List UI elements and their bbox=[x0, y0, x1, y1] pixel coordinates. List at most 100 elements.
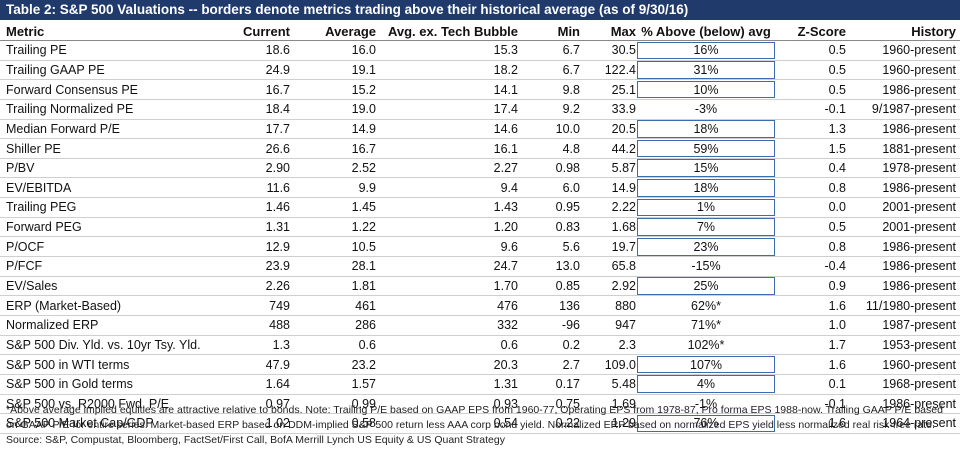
cell-min: 0.83 bbox=[518, 217, 580, 238]
cell-metric: P/BV bbox=[0, 158, 198, 179]
cell-max: 14.9 bbox=[580, 177, 636, 199]
cell-history: 1986-present bbox=[846, 177, 960, 199]
table-body: Trailing PE 18.6 16.0 15.3 6.7 30.5 16% 0.5 1960… bbox=[0, 40, 960, 434]
table-row: S&P 500 in WTI terms 47.9 23.2 20.3 2.7 109.0… bbox=[0, 354, 960, 375]
cell-metric: ERP (Market-Based) bbox=[0, 295, 198, 316]
cell-avg-ex-tech: 1.31 bbox=[376, 374, 518, 395]
cell-pct-above: 23% bbox=[636, 236, 776, 258]
cell-history: 1953-present bbox=[846, 335, 960, 356]
cell-min: 0.85 bbox=[518, 276, 580, 297]
cell-min: 9.8 bbox=[518, 79, 580, 100]
cell-pct-above: 15% bbox=[636, 158, 776, 179]
cell-average: 1.81 bbox=[290, 276, 376, 297]
cell-metric: Shiller PE bbox=[0, 138, 198, 159]
cell-max: 2.3 bbox=[580, 335, 636, 356]
cell-pct-above: 18% bbox=[636, 119, 776, 140]
cell-min: 0.75 bbox=[518, 394, 580, 415]
cell-current: 24.9 bbox=[198, 60, 290, 81]
cell-avg-ex-tech: 9.6 bbox=[376, 236, 518, 258]
cell-max: 25.1 bbox=[580, 79, 636, 100]
cell-zscore: 0.5 bbox=[776, 60, 846, 81]
cell-average: 23.2 bbox=[290, 354, 376, 375]
header-row: Metric Current Average Avg. ex. Tech Bub… bbox=[0, 22, 960, 41]
table-row: ERP (Market-Based) 749 461 476 136 880 62%* 1.6… bbox=[0, 295, 960, 316]
cell-max: 880 bbox=[580, 295, 636, 316]
cell-pct-above: 31% bbox=[636, 60, 776, 81]
cell-min: 0.22 bbox=[518, 413, 580, 434]
cell-max: 1.29 bbox=[580, 413, 636, 434]
cell-current: 749 bbox=[198, 295, 290, 316]
col-header-zscore: Z-Score bbox=[776, 22, 846, 41]
cell-average: 0.6 bbox=[290, 335, 376, 356]
cell-min: 6.7 bbox=[518, 40, 580, 61]
cell-average: 286 bbox=[290, 315, 376, 336]
cell-average: 0.58 bbox=[290, 413, 376, 434]
cell-max: 122.4 bbox=[580, 60, 636, 81]
cell-avg-ex-tech: 1.70 bbox=[376, 276, 518, 297]
cell-avg-ex-tech: 0.54 bbox=[376, 413, 518, 434]
cell-avg-ex-tech: 17.4 bbox=[376, 99, 518, 120]
cell-pct-above: -3% bbox=[636, 99, 776, 120]
cell-max: 1.68 bbox=[580, 217, 636, 238]
cell-zscore: -0.1 bbox=[776, 99, 846, 120]
cell-avg-ex-tech: 476 bbox=[376, 295, 518, 316]
footnote-block: *Above average implied equities are attr… bbox=[6, 403, 954, 448]
cell-current: 18.6 bbox=[198, 40, 290, 61]
cell-zscore: 0.5 bbox=[776, 40, 846, 61]
cell-average: 28.1 bbox=[290, 256, 376, 277]
cell-metric: S&P 500 Market Cap/GDP bbox=[0, 413, 198, 434]
cell-min: 136 bbox=[518, 295, 580, 316]
cell-current: 1.3 bbox=[198, 335, 290, 356]
table-row: Forward PEG 1.31 1.22 1.20 0.83 1.68 7% 0.5 2001… bbox=[0, 217, 960, 238]
cell-max: 5.48 bbox=[580, 374, 636, 395]
cell-metric: Normalized ERP bbox=[0, 315, 198, 336]
cell-history: 1978-present bbox=[846, 158, 960, 179]
valuations-table: Metric Current Average Avg. ex. Tech Bub… bbox=[0, 22, 960, 434]
cell-history: 11/1980-present bbox=[846, 295, 960, 316]
cell-pct-above: -15% bbox=[636, 256, 776, 277]
cell-pct-above: 71%* bbox=[636, 315, 776, 336]
cell-zscore: 1.6 bbox=[776, 354, 846, 375]
cell-history: 1986-present bbox=[846, 394, 960, 415]
cell-history: 1986-present bbox=[846, 256, 960, 277]
cell-min: 6.7 bbox=[518, 60, 580, 81]
cell-zscore: 1.6 bbox=[776, 413, 846, 434]
cell-metric: EV/EBITDA bbox=[0, 177, 198, 199]
cell-zscore: 0.1 bbox=[776, 374, 846, 395]
cell-pct-above: -1% bbox=[636, 394, 776, 415]
col-header-pct-above: % Above (below) avg bbox=[636, 22, 776, 41]
cell-average: 0.99 bbox=[290, 394, 376, 415]
cell-max: 2.92 bbox=[580, 276, 636, 297]
col-header-metric: Metric bbox=[0, 22, 198, 41]
cell-current: 0.97 bbox=[198, 394, 290, 415]
cell-avg-ex-tech: 24.7 bbox=[376, 256, 518, 277]
cell-pct-above: 16% bbox=[636, 40, 776, 61]
cell-metric: P/OCF bbox=[0, 236, 198, 258]
cell-metric: S&P 500 vs. R2000 Fwd. P/E bbox=[0, 394, 198, 415]
cell-current: 11.6 bbox=[198, 177, 290, 199]
cell-average: 14.9 bbox=[290, 119, 376, 140]
cell-max: 65.8 bbox=[580, 256, 636, 277]
cell-history: 1986-present bbox=[846, 79, 960, 100]
cell-history: 1964-present bbox=[846, 413, 960, 434]
cell-current: 488 bbox=[198, 315, 290, 336]
cell-history: 1986-present bbox=[846, 119, 960, 140]
cell-average: 1.57 bbox=[290, 374, 376, 395]
cell-pct-above: 10% bbox=[636, 79, 776, 100]
cell-average: 2.52 bbox=[290, 158, 376, 179]
cell-max: 1.69 bbox=[580, 394, 636, 415]
cell-max: 19.7 bbox=[580, 236, 636, 258]
cell-history: 1881-present bbox=[846, 138, 960, 159]
cell-history: 1986-present bbox=[846, 236, 960, 258]
cell-metric: Trailing PEG bbox=[0, 197, 198, 218]
cell-average: 16.7 bbox=[290, 138, 376, 159]
cell-history: 1960-present bbox=[846, 60, 960, 81]
cell-current: 1.31 bbox=[198, 217, 290, 238]
cell-metric: Median Forward P/E bbox=[0, 119, 198, 140]
cell-zscore: 0.0 bbox=[776, 197, 846, 218]
cell-average: 16.0 bbox=[290, 40, 376, 61]
table-row: Trailing Normalized PE 18.4 19.0 17.4 9.2 33.… bbox=[0, 99, 960, 120]
cell-history: 1968-present bbox=[846, 374, 960, 395]
cell-pct-above: 7% bbox=[636, 217, 776, 238]
cell-metric: Trailing PE bbox=[0, 40, 198, 61]
